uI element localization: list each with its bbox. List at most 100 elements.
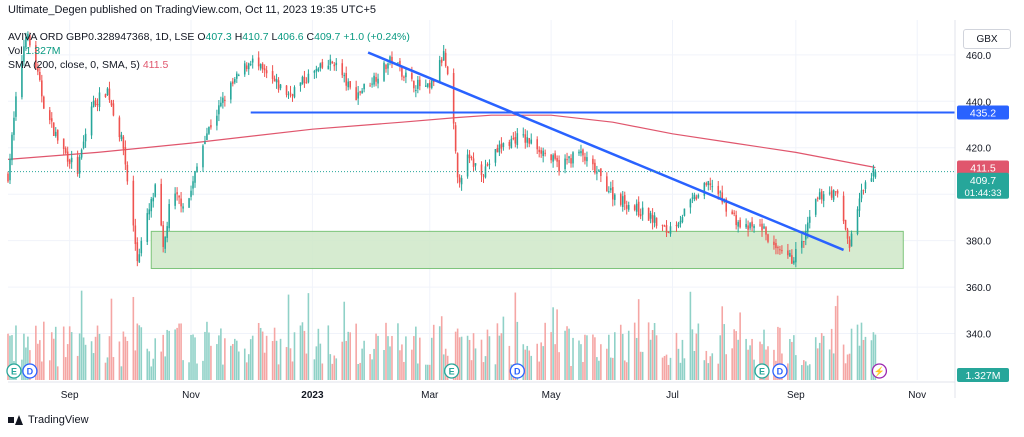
candle-body	[834, 191, 837, 193]
symbol-line[interactable]: AVIVA ORD GBP0.328947368, 1D, LSE O407.3…	[8, 31, 410, 43]
sma-200-line	[7, 114, 876, 169]
sma-price-tag-text: 411.5	[970, 162, 996, 174]
volume-bar	[822, 335, 825, 380]
dividend-event-icon[interactable]	[772, 363, 788, 379]
volume-bar	[530, 355, 533, 380]
volume-bar	[301, 322, 304, 380]
volume-bar	[647, 322, 650, 380]
volume-bar	[385, 322, 387, 380]
volume-bar	[719, 335, 722, 380]
candle-body	[194, 171, 196, 183]
volume-bar	[836, 295, 839, 380]
volume-bar	[544, 322, 546, 380]
candle-body	[460, 178, 463, 185]
candle-body	[62, 138, 65, 150]
dividend-event-icon[interactable]	[22, 363, 38, 379]
candle-body	[468, 154, 471, 159]
volume-bar	[234, 338, 236, 380]
volume-bar	[182, 360, 184, 380]
sma-legend[interactable]: SMA (200, close, 0, SMA, 5) 411.5	[8, 59, 168, 71]
volume-bar	[820, 333, 823, 380]
volume-bar	[243, 348, 246, 380]
candle-body	[257, 57, 260, 67]
volume-bar	[625, 362, 628, 380]
candle-body	[522, 134, 525, 136]
dividend-event-icon[interactable]	[509, 363, 525, 379]
candle-body	[683, 208, 686, 216]
volume-legend[interactable]: Vol 1.327M	[8, 45, 61, 57]
candle-body	[870, 178, 873, 182]
volume-bar	[110, 298, 113, 380]
volume-bar	[52, 338, 55, 380]
candle-body	[383, 62, 385, 81]
earnings-event-icon[interactable]	[6, 363, 22, 379]
volume-bar	[190, 334, 192, 380]
volume-bar	[426, 364, 429, 380]
candle-body	[633, 205, 636, 210]
volume-bar	[319, 343, 322, 380]
x-tick-label: May	[542, 390, 561, 401]
candle-body	[538, 149, 540, 153]
volume-bar	[43, 321, 45, 380]
candle-body	[232, 81, 234, 84]
candle-body	[596, 172, 598, 174]
split-event-icon[interactable]	[871, 363, 888, 379]
volume-bar	[554, 344, 556, 380]
volume-bar	[731, 348, 733, 380]
volume-bar	[552, 307, 554, 380]
currency-button[interactable]: GBX	[963, 29, 1011, 49]
earnings-event-icon[interactable]	[444, 363, 460, 379]
volume-bar	[474, 348, 477, 380]
candle-body	[27, 33, 29, 39]
candle-body	[234, 79, 236, 83]
volume-bar	[848, 353, 851, 380]
volume-bar	[41, 361, 43, 380]
volume-bar	[745, 338, 747, 380]
volume-bar	[584, 334, 586, 380]
volume-bar	[482, 362, 485, 380]
volume-bar	[653, 322, 656, 380]
volume-bar	[9, 335, 11, 380]
candle-body	[438, 60, 441, 84]
volume-bar	[600, 344, 602, 380]
volume-bar	[78, 333, 81, 380]
volume-bar	[460, 336, 463, 380]
candle-body	[524, 134, 527, 143]
candle-body	[78, 157, 81, 174]
volume-bar	[76, 355, 79, 380]
candle-body	[528, 138, 531, 144]
candle-body	[731, 211, 733, 215]
volume-bar	[428, 364, 431, 380]
candle-body	[612, 187, 614, 200]
candle-body	[289, 92, 292, 94]
volume-bar	[440, 316, 443, 380]
volume-bar	[237, 351, 240, 380]
candle-body	[397, 62, 399, 64]
candle-body	[7, 173, 9, 182]
y-tick-label: 340.0	[966, 330, 991, 341]
candle-body	[830, 190, 833, 198]
volume-bar	[870, 340, 873, 380]
last-price-tag-text: 409.7	[970, 175, 996, 187]
candle-body	[124, 147, 127, 165]
volume-bar	[176, 327, 178, 380]
candle-body	[11, 134, 13, 161]
volume-bar	[858, 345, 861, 380]
candle-body	[647, 207, 650, 221]
candle-body	[787, 250, 789, 256]
volume-bar	[470, 360, 473, 380]
tradingview-brand[interactable]: TradingView	[8, 414, 89, 426]
candle-body	[315, 69, 318, 72]
volume-tag-bg	[957, 368, 1009, 382]
candle-body	[98, 92, 101, 107]
volume-bar	[641, 351, 644, 380]
volume-bar	[494, 364, 497, 380]
candle-body	[452, 73, 455, 124]
earnings-event-icon[interactable]	[754, 363, 770, 379]
volume-bar	[430, 337, 433, 380]
candle-body	[556, 158, 558, 162]
candle-body	[606, 176, 608, 192]
low-label: L	[271, 31, 278, 43]
volume-bar	[522, 344, 525, 380]
